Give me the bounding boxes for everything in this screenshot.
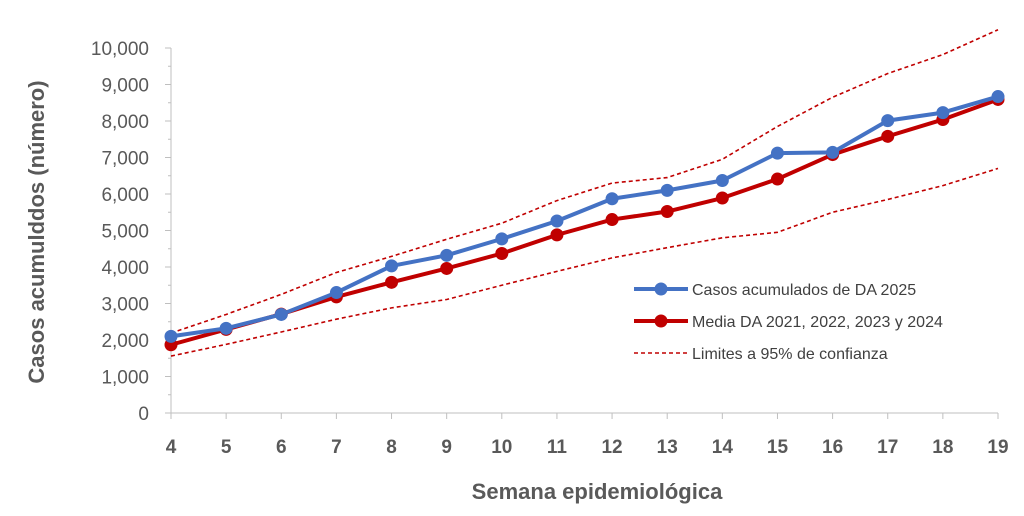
confidence-limit-line bbox=[170, 167, 999, 357]
x-tick-label: 17 bbox=[877, 437, 898, 458]
legend-item: Limites a 95% de confianza bbox=[634, 346, 888, 363]
x-tick-label: 12 bbox=[601, 437, 622, 458]
x-tick-label: 4 bbox=[166, 437, 177, 458]
x-tick-label: 19 bbox=[987, 437, 1008, 458]
x-tick-label: 10 bbox=[491, 437, 512, 458]
data-point bbox=[715, 173, 729, 187]
data-point bbox=[605, 213, 619, 227]
series-2 bbox=[170, 29, 999, 334]
y-tick-label: 9,000 bbox=[101, 76, 149, 97]
legend-label: Limites a 95% de confianza bbox=[692, 346, 888, 363]
x-tick-label: 8 bbox=[386, 437, 397, 458]
series-0 bbox=[164, 90, 1005, 343]
y-tick-label: 5,000 bbox=[101, 222, 149, 243]
data-point bbox=[274, 307, 288, 321]
data-point bbox=[605, 192, 619, 206]
legend-item: Media DA 2021, 2022, 2023 y 2024 bbox=[634, 314, 943, 331]
data-point bbox=[881, 114, 895, 128]
legend-label: Casos acumulados de DA 2025 bbox=[692, 282, 916, 299]
data-point bbox=[440, 261, 454, 275]
legend-item: Casos acumulados de DA 2025 bbox=[634, 282, 916, 299]
data-point bbox=[550, 228, 564, 242]
x-tick-label: 14 bbox=[712, 437, 734, 458]
x-tick-label: 9 bbox=[441, 437, 452, 458]
data-point bbox=[991, 90, 1005, 104]
series-layer bbox=[164, 29, 1005, 357]
data-point bbox=[660, 205, 674, 219]
series-line bbox=[170, 94, 999, 339]
data-point bbox=[660, 183, 674, 197]
y-tick-label: 2,000 bbox=[101, 331, 149, 352]
y-tick-label: 0 bbox=[138, 404, 149, 425]
confidence-limit-line bbox=[170, 29, 999, 334]
x-tick-label: 15 bbox=[767, 437, 789, 458]
y-tick-label: 1,000 bbox=[101, 368, 149, 389]
data-point bbox=[385, 259, 399, 273]
data-point bbox=[495, 246, 509, 260]
data-point bbox=[495, 232, 509, 246]
x-tick-label: 16 bbox=[822, 437, 843, 458]
data-point bbox=[329, 286, 343, 300]
y-tick-label: 8,000 bbox=[101, 112, 149, 133]
x-tick-label: 7 bbox=[331, 437, 342, 458]
data-point bbox=[385, 275, 399, 289]
series-3 bbox=[170, 167, 999, 357]
x-tick-label: 11 bbox=[547, 437, 568, 458]
data-point bbox=[219, 321, 233, 335]
x-tick-label: 13 bbox=[657, 437, 678, 458]
data-point bbox=[826, 145, 840, 159]
legend-swatch-marker bbox=[654, 282, 668, 296]
data-point bbox=[770, 146, 784, 160]
y-tick-label: 4,000 bbox=[101, 258, 149, 279]
x-axis-title: Semana epidemiológica bbox=[472, 479, 723, 504]
x-tick-label: 6 bbox=[276, 437, 287, 458]
y-axis-title: Casos acumulddos (número) bbox=[24, 80, 49, 383]
data-point bbox=[770, 172, 784, 186]
x-tick-label: 18 bbox=[932, 437, 953, 458]
data-point bbox=[715, 191, 729, 205]
data-point bbox=[936, 106, 950, 120]
axes: 0 1,000 2,000 3,000 4,000 5,000 6,000 7,000 8,00… bbox=[91, 39, 1009, 458]
x-tick-label: 5 bbox=[221, 437, 232, 458]
y-tick-label: 10,000 bbox=[91, 39, 149, 60]
y-tick-label: 7,000 bbox=[101, 149, 149, 170]
legend-label: Media DA 2021, 2022, 2023 y 2024 bbox=[692, 314, 943, 331]
data-point bbox=[550, 214, 564, 228]
data-point bbox=[881, 129, 895, 143]
y-tick-label: 3,000 bbox=[101, 295, 149, 316]
y-tick-label: 6,000 bbox=[101, 185, 149, 206]
data-point bbox=[164, 329, 178, 343]
data-point bbox=[440, 248, 454, 262]
legend-swatch-marker bbox=[654, 314, 668, 328]
legend: Casos acumulados de DA 2025 Media DA 2021… bbox=[634, 282, 943, 363]
